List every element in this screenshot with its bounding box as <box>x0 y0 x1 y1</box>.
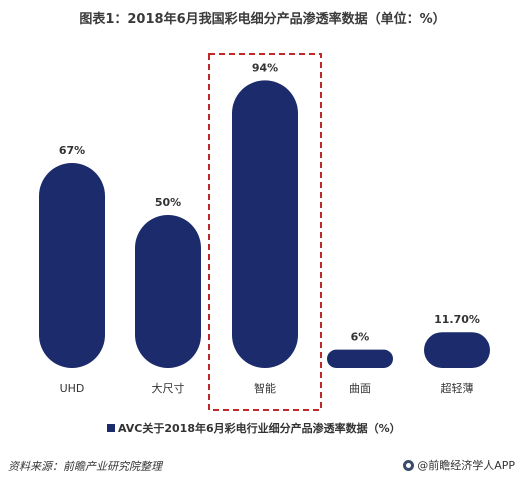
bar-4 <box>327 349 393 368</box>
data-label-3: 94% <box>252 61 278 74</box>
category-label-4: 曲面 <box>349 382 371 395</box>
brand-text: @前瞻经济学人APP <box>417 459 515 472</box>
chart-title: 图表1：2018年6月我国彩电细分产品渗透率数据（单位：%） <box>79 12 446 27</box>
highlight-box <box>208 53 322 411</box>
bar-3 <box>232 80 298 369</box>
data-label-1: 67% <box>59 144 85 157</box>
category-label-5: 超轻薄 <box>441 381 474 395</box>
data-label-2: 50% <box>155 196 181 209</box>
brand-credit: @前瞻经济学人APP <box>403 457 515 473</box>
bar-5 <box>424 332 490 368</box>
category-label-2: 大尺寸 <box>152 381 185 395</box>
legend-swatch <box>107 424 115 432</box>
source-note: 资料来源：前瞻产业研究院整理 <box>8 460 162 473</box>
category-label-3: 智能 <box>254 381 276 395</box>
data-label-5: 11.70% <box>434 313 480 326</box>
brand-logo-icon <box>403 459 415 471</box>
legend-label: AVC关于2018年6月彩电行业细分产品渗透率数据（%） <box>118 421 401 435</box>
bar-2 <box>135 215 201 368</box>
bar-1 <box>39 162 105 368</box>
data-label-4: 6% <box>351 331 370 344</box>
category-label-1: UHD <box>60 382 85 395</box>
